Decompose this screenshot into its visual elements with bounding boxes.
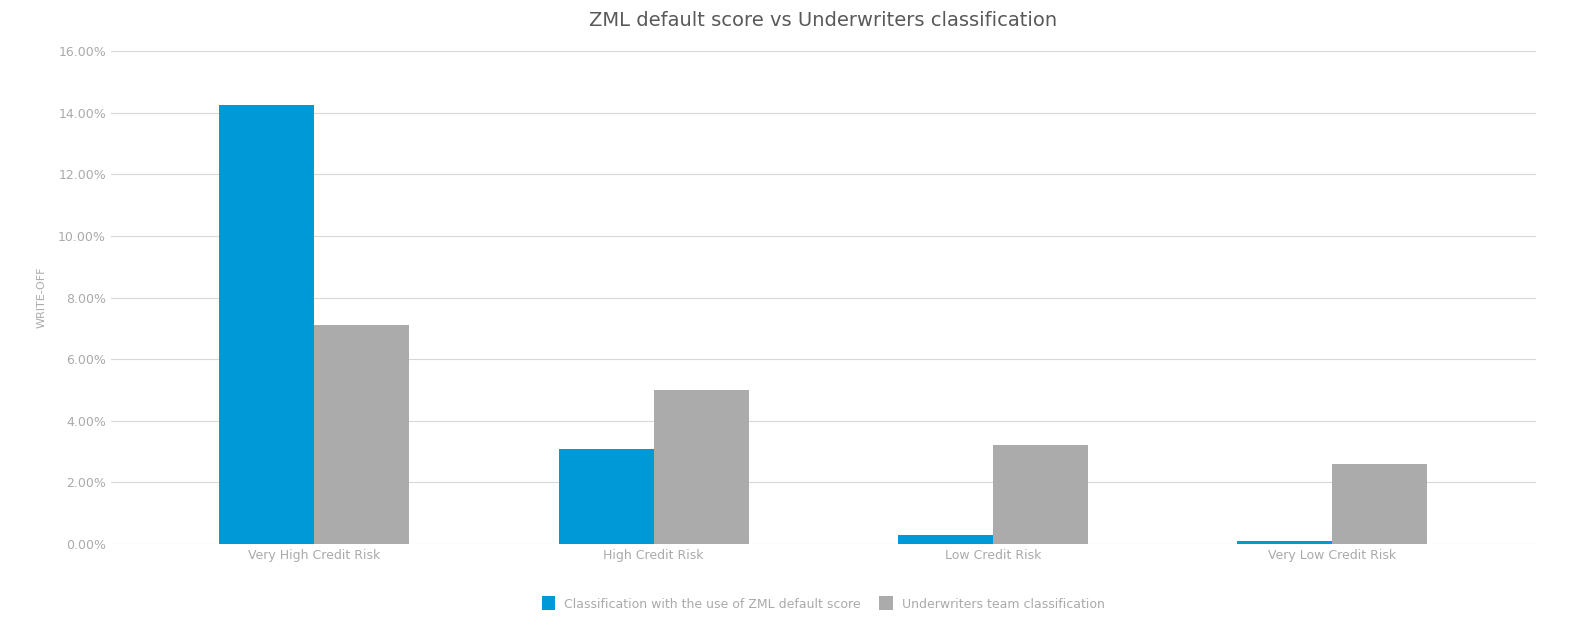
- Y-axis label: WRITE-OFF: WRITE-OFF: [36, 267, 47, 328]
- Legend: Classification with the use of ZML default score, Underwriters team classificati: Classification with the use of ZML defau…: [537, 593, 1110, 616]
- Bar: [898, 535, 993, 544]
- Bar: [559, 449, 654, 544]
- Bar: [993, 445, 1088, 544]
- Bar: [220, 105, 315, 544]
- Bar: [315, 325, 410, 544]
- Title: ZML default score vs Underwriters classification: ZML default score vs Underwriters classi…: [589, 11, 1057, 30]
- Bar: [1331, 464, 1426, 544]
- Bar: [1236, 541, 1331, 544]
- Bar: [654, 390, 749, 544]
